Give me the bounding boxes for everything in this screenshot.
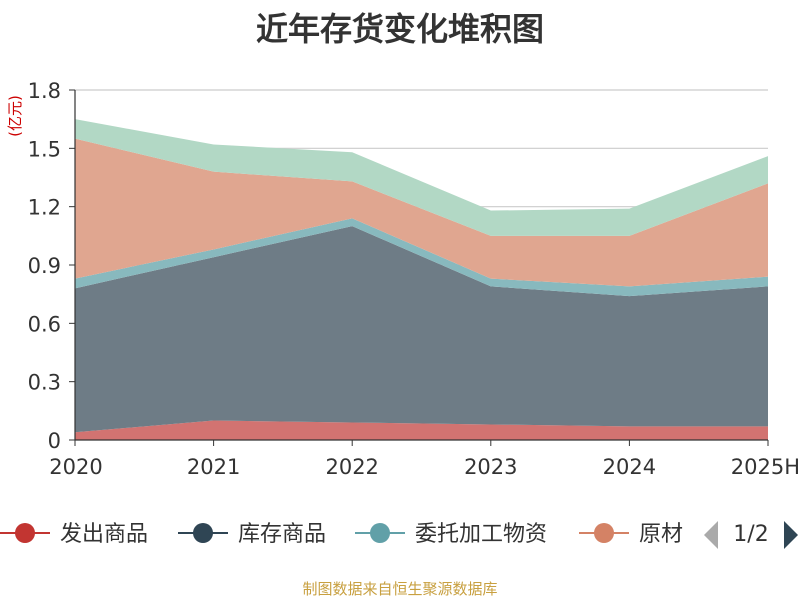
legend-label: 库存商品 (238, 522, 326, 547)
legend-page-indicator: 1/2 (733, 522, 768, 547)
y-tick-label: 0.9 (28, 254, 61, 278)
legend-label: 发出商品 (60, 522, 148, 547)
legend-item[interactable]: 发出商品 (0, 522, 148, 547)
chart-title: 近年存货变化堆积图 (255, 10, 544, 48)
legend-items: 发出商品 库存商品 委托加工物资 原材 (0, 522, 683, 547)
area-series-2 (75, 226, 768, 433)
legend-item[interactable]: 原材 (579, 522, 683, 547)
area-series-5 (75, 119, 768, 236)
y-tick-label: 1.2 (28, 196, 61, 220)
y-tick-label: 0 (48, 429, 61, 453)
tick-labels: 0 0.3 0.6 0.9 1.2 1.5 1.8 2020 2021 2022 2023 2024 2… (6, 79, 800, 479)
legend: 发出商品 库存商品 委托加工物资 原材 1/2 (0, 521, 798, 549)
y-tick-label: 0.6 (28, 312, 61, 336)
legend-marker (15, 523, 35, 543)
legend-marker (594, 523, 614, 543)
y-tick-label: 1.8 (28, 79, 61, 103)
legend-marker (370, 523, 390, 543)
area-series (75, 119, 768, 440)
area-series-4 (75, 138, 768, 287)
axes (69, 89, 769, 446)
legend-label: 原材 (639, 522, 683, 547)
x-tick-label: 2025H (731, 455, 800, 479)
x-tick-label: 2022 (325, 455, 378, 479)
area-series-1 (75, 420, 768, 440)
y-unit-label: (亿元) (6, 95, 24, 137)
area-series-3 (75, 218, 768, 297)
legend-next-arrow-icon[interactable] (784, 521, 798, 549)
x-tick-label: 2024 (603, 455, 656, 479)
x-tick-label: 2023 (464, 455, 517, 479)
legend-item[interactable]: 委托加工物资 (355, 522, 547, 547)
y-tick-label: 1.5 (28, 137, 61, 161)
x-tick-label: 2020 (49, 455, 102, 479)
legend-label: 委托加工物资 (415, 522, 547, 547)
legend-item[interactable]: 库存商品 (178, 522, 326, 547)
x-tick-label: 2021 (187, 455, 240, 479)
legend-marker (193, 523, 213, 543)
y-tick-label: 0.3 (28, 371, 61, 395)
source-note: 制图数据来自恒生聚源数据库 (302, 580, 498, 598)
legend-prev-arrow-icon[interactable] (704, 521, 718, 549)
